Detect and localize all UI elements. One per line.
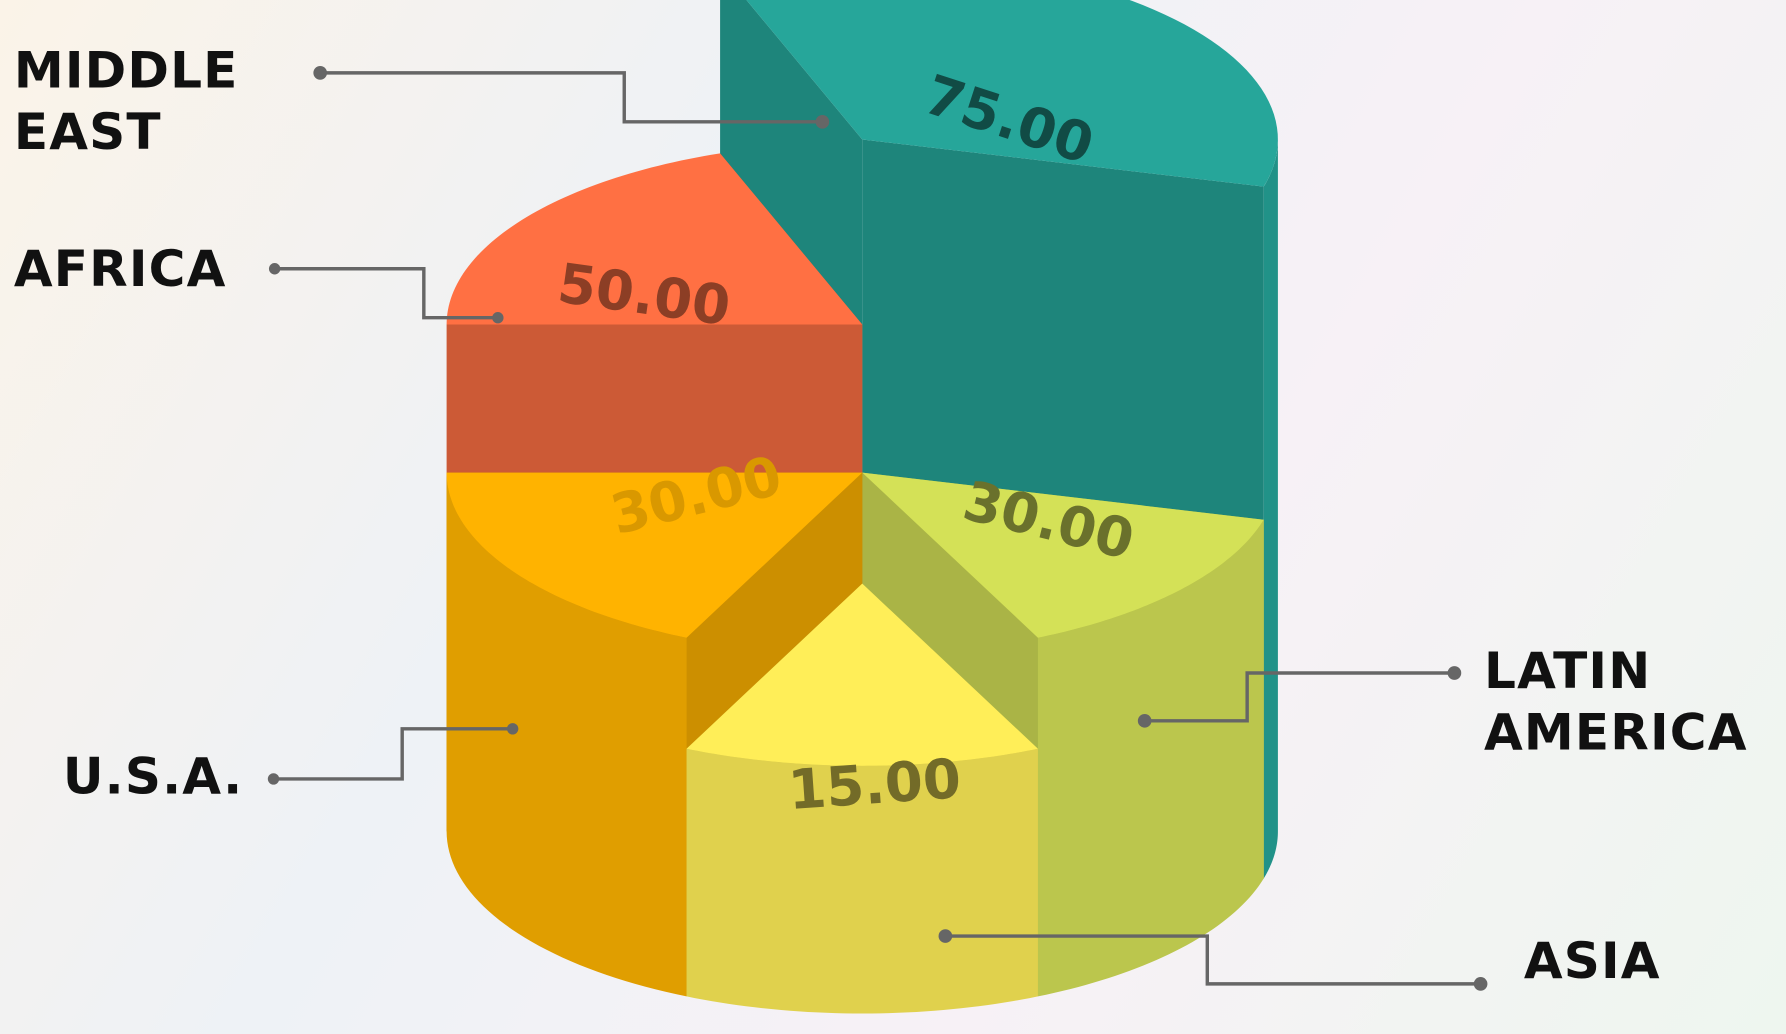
top-face bbox=[746, 0, 1278, 187]
top-face bbox=[446, 472, 863, 638]
category-label: U.S.A. bbox=[62, 748, 244, 807]
value-label: 15.00 bbox=[786, 746, 963, 822]
top-face bbox=[686, 583, 1038, 766]
leader-line bbox=[945, 934, 1481, 986]
leader-dot bbox=[1137, 714, 1152, 728]
leader-dot bbox=[506, 723, 519, 735]
leader-dot bbox=[313, 66, 328, 80]
leader-dot bbox=[815, 115, 830, 129]
outer-wall bbox=[686, 748, 1038, 1014]
category-label: AFRICA bbox=[13, 240, 227, 299]
label-box: ASIA bbox=[1523, 932, 1661, 991]
label-box: AFRICA bbox=[13, 240, 227, 299]
sector: 15.00 bbox=[686, 583, 1038, 1014]
top-face bbox=[862, 472, 1264, 638]
leader-dot bbox=[267, 773, 280, 785]
leader-line bbox=[320, 71, 823, 124]
leader-line bbox=[273, 727, 513, 781]
outer-wall bbox=[1037, 519, 1264, 997]
leader-lines bbox=[267, 66, 1488, 991]
label-box: U.S.A. bbox=[62, 748, 244, 807]
leader-dot bbox=[268, 263, 281, 275]
outer-wall bbox=[1263, 139, 1278, 879]
category-label: MIDDLE EAST bbox=[13, 42, 239, 162]
leader-dot bbox=[1473, 977, 1488, 991]
leader-line bbox=[1144, 671, 1455, 723]
label-box: LATIN AMERICA bbox=[1484, 642, 1748, 762]
label-box: MIDDLE EAST bbox=[13, 42, 239, 162]
leader-dot bbox=[492, 312, 504, 324]
leader-line bbox=[274, 267, 498, 320]
outer-wall bbox=[446, 472, 687, 997]
top-face bbox=[446, 153, 863, 325]
leader-dot bbox=[938, 929, 953, 943]
category-label: ASIA bbox=[1523, 932, 1661, 991]
leader-dot bbox=[1447, 666, 1462, 680]
category-label: LATIN AMERICA bbox=[1484, 642, 1748, 762]
